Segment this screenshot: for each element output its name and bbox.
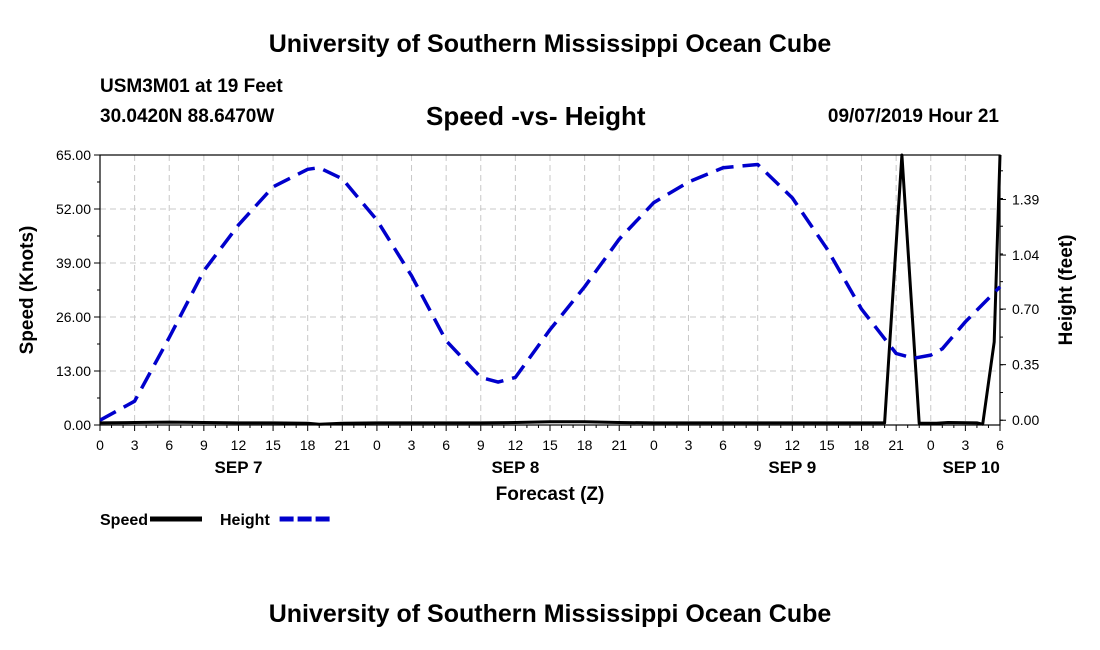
x-tick-label: 15 — [819, 437, 835, 453]
x-tick-label: 18 — [854, 437, 870, 453]
series-line-height — [100, 162, 1002, 422]
x-tick-label: 9 — [754, 437, 762, 453]
y-left-tick-label: 0.00 — [64, 417, 91, 433]
x-tick-label: 3 — [131, 437, 139, 453]
station-label: USM3M01 at 19 Feet — [100, 76, 283, 97]
y-left-tick-label: 52.00 — [56, 201, 91, 217]
y-left-tick-label: 39.00 — [56, 255, 91, 271]
x-tick-label: 9 — [200, 437, 208, 453]
x-tick-label: 6 — [165, 437, 173, 453]
x-tick-label: 21 — [335, 437, 351, 453]
y-right-tick-label: 0.00 — [1012, 412, 1039, 428]
y-right-tick-label: 0.35 — [1012, 357, 1039, 373]
y-right-axis-title: Height (feet) — [1056, 235, 1077, 346]
page-title: University of Southern Mississippi Ocean… — [268, 30, 832, 58]
y-left-tick-label: 65.00 — [56, 147, 91, 163]
x-tick-label: 6 — [442, 437, 450, 453]
x-tick-label: 0 — [96, 437, 104, 453]
legend-label-speed: Speed — [100, 512, 148, 529]
x-tick-label: 6 — [996, 437, 1004, 453]
x-tick-label: 15 — [542, 437, 558, 453]
x-axis-title: Forecast (Z) — [496, 484, 605, 505]
forecast-date: 09/07/2019 Hour 21 — [827, 106, 999, 127]
x-tick-label: 21 — [888, 437, 904, 453]
x-tick-label: 21 — [611, 437, 627, 453]
y-right-tick-label: 1.04 — [1012, 247, 1039, 263]
x-tick-label: 18 — [577, 437, 593, 453]
y-right-tick-label: 0.70 — [1012, 301, 1039, 317]
station-coordinates: 30.0420N 88.6470W — [100, 106, 275, 127]
x-tick-label: 6 — [719, 437, 727, 453]
x-tick-label: 3 — [961, 437, 969, 453]
x-tick-label: 12 — [508, 437, 524, 453]
legend-label-height: Height — [220, 512, 270, 529]
x-day-label: SEP 7 — [215, 458, 263, 477]
x-tick-label: 0 — [650, 437, 658, 453]
x-tick-label: 0 — [373, 437, 381, 453]
x-day-label: SEP 9 — [768, 458, 816, 477]
y-left-tick-label: 13.00 — [56, 363, 91, 379]
x-tick-label: 9 — [477, 437, 485, 453]
x-tick-label: 15 — [265, 437, 281, 453]
x-tick-label: 3 — [408, 437, 416, 453]
y-left-axis-title: Speed (Knots) — [17, 226, 38, 355]
x-tick-label: 12 — [785, 437, 801, 453]
y-right-tick-label: 1.39 — [1012, 191, 1039, 207]
series-line-speed — [100, 153, 1002, 426]
x-day-label: SEP 10 — [942, 458, 999, 477]
footer-title: University of Southern Mississippi Ocean… — [268, 600, 832, 628]
x-tick-label: 18 — [300, 437, 316, 453]
x-day-label: SEP 8 — [491, 458, 539, 477]
x-tick-label: 0 — [927, 437, 935, 453]
x-tick-label: 12 — [231, 437, 247, 453]
y-left-tick-label: 26.00 — [56, 309, 91, 325]
chart-title: Speed -vs- Height — [426, 101, 646, 131]
x-tick-label: 3 — [685, 437, 693, 453]
